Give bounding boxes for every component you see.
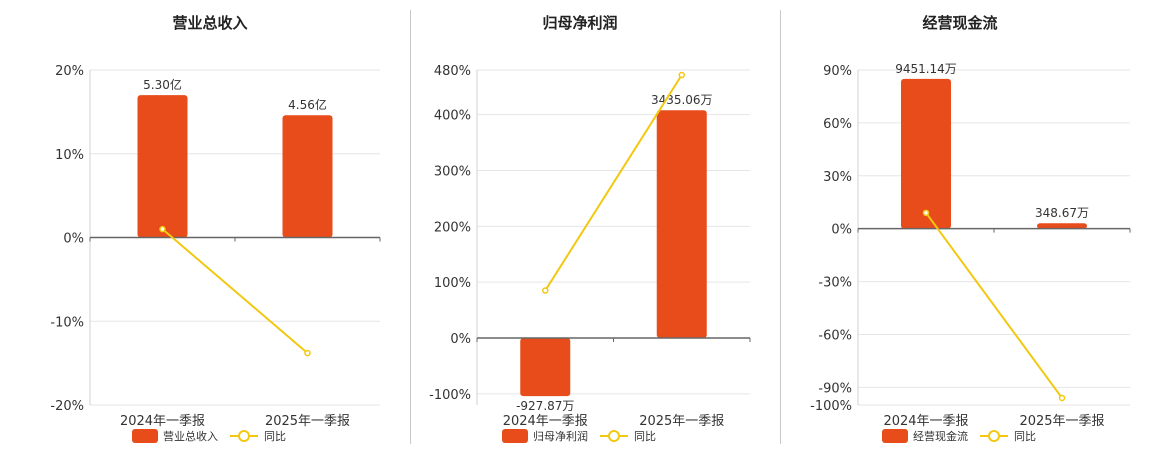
y-tick-label: -100%: [429, 388, 471, 403]
chart-title: 营业总收入: [172, 14, 247, 32]
y-tick-label: 200%: [434, 220, 471, 235]
x-category-label: 2024年一季报: [503, 414, 588, 429]
y-tick-label: 90%: [823, 64, 852, 79]
yoy-point: [542, 287, 549, 294]
bar-data-label: 3435.06万: [651, 93, 713, 107]
legend-line-label: 同比: [1014, 430, 1036, 443]
y-tick-label: 30%: [823, 170, 852, 185]
yoy-point: [678, 71, 685, 79]
y-tick-label: -100%: [810, 399, 852, 414]
yoy-point: [304, 349, 311, 357]
bar-data-label: 9451.14万: [895, 62, 957, 76]
bar: [137, 95, 188, 238]
legend-line-marker: [608, 430, 620, 442]
legend-line-marker: [988, 430, 1000, 442]
yoy-point: [922, 209, 930, 217]
bar-data-label: 348.67万: [1035, 206, 1089, 220]
yoy-line: [161, 228, 309, 354]
x-category-label: 2025年一季报: [1019, 414, 1104, 429]
y-tick-label: -30%: [818, 276, 852, 291]
y-tick-label: -60%: [818, 328, 852, 343]
y-tick-label: 60%: [823, 117, 852, 132]
yoy-line: [925, 212, 1063, 399]
yoy-line: [544, 74, 683, 292]
y-tick-label: 20%: [55, 64, 84, 79]
bar: [656, 110, 707, 338]
x-category-label: 2024年一季报: [120, 414, 205, 429]
y-tick-label: 300%: [434, 165, 471, 180]
bar: [1037, 223, 1087, 229]
x-category-label: 2024年一季报: [883, 414, 968, 429]
y-tick-label: 400%: [434, 109, 471, 124]
legend-bar-swatch: [882, 429, 908, 443]
y-tick-label: -10%: [50, 315, 84, 330]
bar-data-label: 4.56亿: [288, 97, 327, 112]
y-tick-label: 0%: [831, 223, 852, 238]
bar-data-label: -927.87万: [516, 399, 574, 413]
panel-divider: [780, 10, 781, 444]
legend-line-marker: [238, 430, 250, 442]
chart-title: 归母净利润: [542, 14, 617, 32]
bar: [901, 78, 951, 229]
yoy-point: [159, 225, 166, 233]
legend-line-label: 同比: [264, 430, 286, 443]
bar: [282, 115, 333, 238]
panel-divider: [410, 10, 411, 444]
legend-bar-swatch: [132, 429, 158, 443]
y-tick-label: 0%: [450, 332, 471, 347]
x-category-label: 2025年一季报: [265, 414, 350, 429]
legend-line-label: 同比: [634, 430, 656, 443]
yoy-point: [1058, 394, 1066, 402]
y-tick-label: -20%: [50, 399, 84, 414]
y-tick-label: 480%: [434, 64, 471, 79]
y-tick-label: -90%: [818, 381, 852, 396]
legend-bar-label: 经营现金流: [913, 429, 968, 443]
y-tick-label: 10%: [55, 148, 84, 163]
bar-data-label: 5.30亿: [143, 77, 182, 92]
chart-title: 经营现金流: [922, 14, 997, 32]
x-category-label: 2025年一季报: [639, 414, 724, 429]
legend-bar-label: 营业总收入: [163, 429, 218, 443]
legend-bar-swatch: [502, 429, 528, 443]
legend-bar-label: 归母净利润: [533, 429, 588, 443]
y-tick-label: 100%: [434, 276, 471, 291]
y-tick-label: 0%: [63, 232, 84, 247]
bar: [520, 338, 571, 397]
